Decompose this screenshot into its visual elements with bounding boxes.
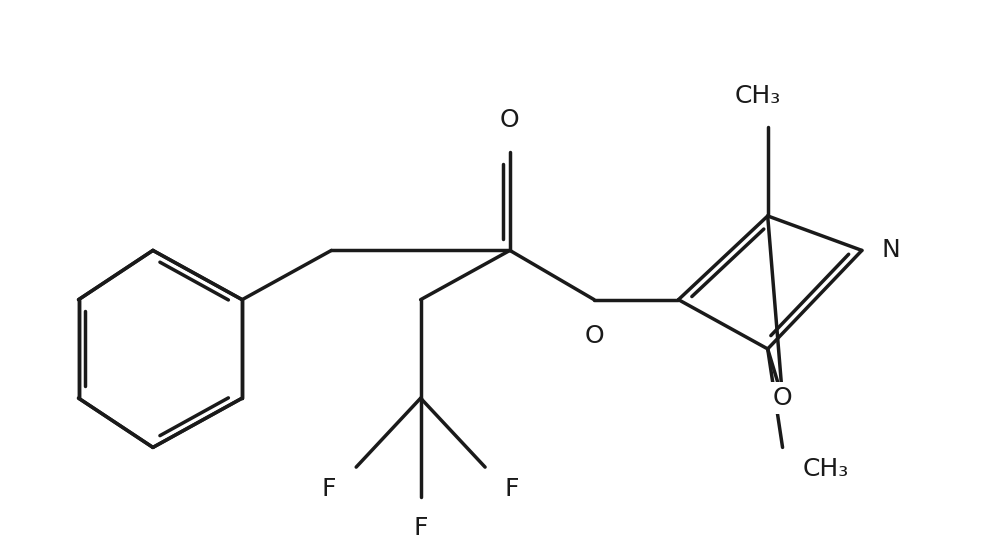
Text: CH₃: CH₃: [735, 84, 781, 108]
Text: O: O: [773, 386, 792, 410]
Text: CH₃: CH₃: [802, 457, 848, 481]
Text: O: O: [584, 324, 604, 349]
Text: F: F: [414, 516, 428, 541]
Text: N: N: [882, 239, 901, 263]
Text: F: F: [322, 477, 337, 501]
Text: O: O: [500, 108, 520, 132]
Text: F: F: [505, 477, 520, 501]
